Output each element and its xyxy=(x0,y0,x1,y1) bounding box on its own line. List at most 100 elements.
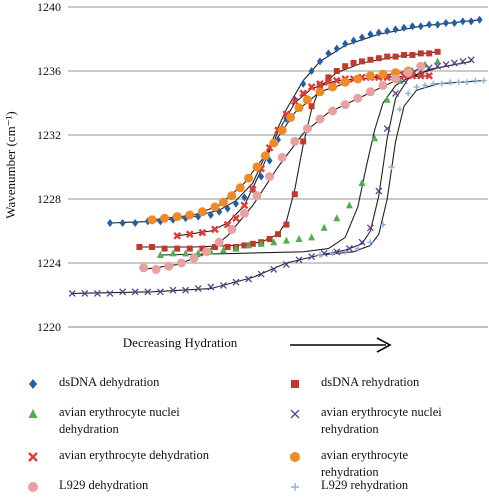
data-point xyxy=(426,50,433,57)
data-point xyxy=(252,162,262,172)
data-point xyxy=(151,264,161,274)
legend-label-0: dsDNA dehydration xyxy=(59,375,160,389)
gridlines xyxy=(68,6,488,328)
data-point xyxy=(207,283,215,291)
data-point xyxy=(212,244,218,250)
fit-curve-2 xyxy=(160,67,438,256)
data-point xyxy=(147,215,157,225)
legend: dsDNA dehydration dsDNA rehydration avian … xyxy=(0,370,489,495)
data-point xyxy=(358,238,366,246)
data-point xyxy=(131,288,139,296)
legend-marker-0 xyxy=(26,377,40,391)
data-point xyxy=(294,103,304,113)
data-point xyxy=(232,214,240,223)
data-point xyxy=(248,185,257,194)
data-point xyxy=(239,208,249,218)
data-point xyxy=(367,239,374,246)
data-point xyxy=(476,15,483,24)
data-point xyxy=(290,97,299,106)
data-point xyxy=(378,69,388,79)
data-point xyxy=(144,288,152,296)
data-point xyxy=(443,19,449,27)
data-point xyxy=(332,76,341,85)
data-point xyxy=(317,252,323,258)
data-point xyxy=(227,191,237,201)
data-point xyxy=(245,241,253,249)
data-point xyxy=(365,87,375,97)
data-point xyxy=(224,244,231,250)
data-point xyxy=(378,80,388,90)
data-point xyxy=(249,240,256,247)
legend-marker-5 xyxy=(288,450,302,464)
legend-marker-1 xyxy=(288,377,302,391)
data-point xyxy=(403,68,413,78)
data-point xyxy=(81,289,89,297)
y-tick-label: 1232 xyxy=(37,128,61,142)
chart-plot: 1220 1224 1228 1232 1236 1240 Wavenumber (cm⁻… xyxy=(3,0,488,353)
data-point xyxy=(315,87,325,97)
data-point xyxy=(480,77,487,84)
data-point xyxy=(269,138,279,148)
data-point xyxy=(207,211,214,219)
data-point xyxy=(245,275,253,283)
data-point xyxy=(291,191,298,198)
data-point xyxy=(422,82,428,89)
data-point xyxy=(333,214,341,222)
data-point xyxy=(353,74,363,84)
data-point xyxy=(275,231,281,238)
legend-marker-6 xyxy=(26,480,40,494)
data-point xyxy=(308,253,316,261)
legend-marker-2 xyxy=(26,407,40,421)
data-point xyxy=(300,138,307,145)
data-point xyxy=(169,249,177,257)
data-point xyxy=(365,71,375,81)
data-point xyxy=(345,201,353,209)
legend-label-5: avian erythrocyte rehydration xyxy=(321,448,409,479)
y-axis-label: Wavenumber (cm⁻¹) xyxy=(3,111,18,219)
y-axis-ticks: 1220 1224 1228 1232 1236 1240 xyxy=(37,0,61,334)
legend-marker-3 xyxy=(288,407,302,421)
data-point xyxy=(425,71,434,80)
data-point xyxy=(367,56,374,63)
data-point xyxy=(93,289,101,297)
data-point xyxy=(282,236,290,244)
data-point xyxy=(342,248,349,255)
data-point xyxy=(139,263,149,273)
data-point xyxy=(447,79,454,86)
data-point xyxy=(186,245,193,252)
data-point xyxy=(350,60,357,66)
data-point xyxy=(405,90,412,97)
legend-label-1: dsDNA rehydration xyxy=(321,375,420,389)
data-point xyxy=(307,83,316,91)
data-point xyxy=(328,106,338,116)
data-point xyxy=(325,49,332,58)
data-point xyxy=(467,56,475,64)
data-point xyxy=(68,289,76,297)
data-point xyxy=(425,64,433,72)
data-point xyxy=(375,187,383,195)
data-point xyxy=(442,61,450,69)
data-point xyxy=(413,84,420,90)
data-point xyxy=(266,236,273,242)
data-point xyxy=(295,256,303,264)
data-point xyxy=(136,244,143,250)
data-point xyxy=(451,19,458,27)
data-point xyxy=(258,172,265,181)
data-point xyxy=(257,270,265,278)
y-tick-label: 1228 xyxy=(37,192,61,206)
data-point xyxy=(409,52,416,58)
data-point xyxy=(359,58,365,65)
data-point xyxy=(197,207,207,217)
legend-label-7: L929 rehydration xyxy=(321,478,409,492)
data-point xyxy=(241,193,248,202)
data-point xyxy=(232,244,240,252)
data-point xyxy=(302,124,312,134)
data-point xyxy=(161,245,168,252)
data-point xyxy=(396,106,403,113)
y-tick-label: 1240 xyxy=(37,0,61,14)
data-point xyxy=(199,245,206,252)
data-point xyxy=(333,68,340,74)
data-point xyxy=(308,233,316,241)
data-point xyxy=(182,286,190,294)
data-point xyxy=(383,125,391,133)
